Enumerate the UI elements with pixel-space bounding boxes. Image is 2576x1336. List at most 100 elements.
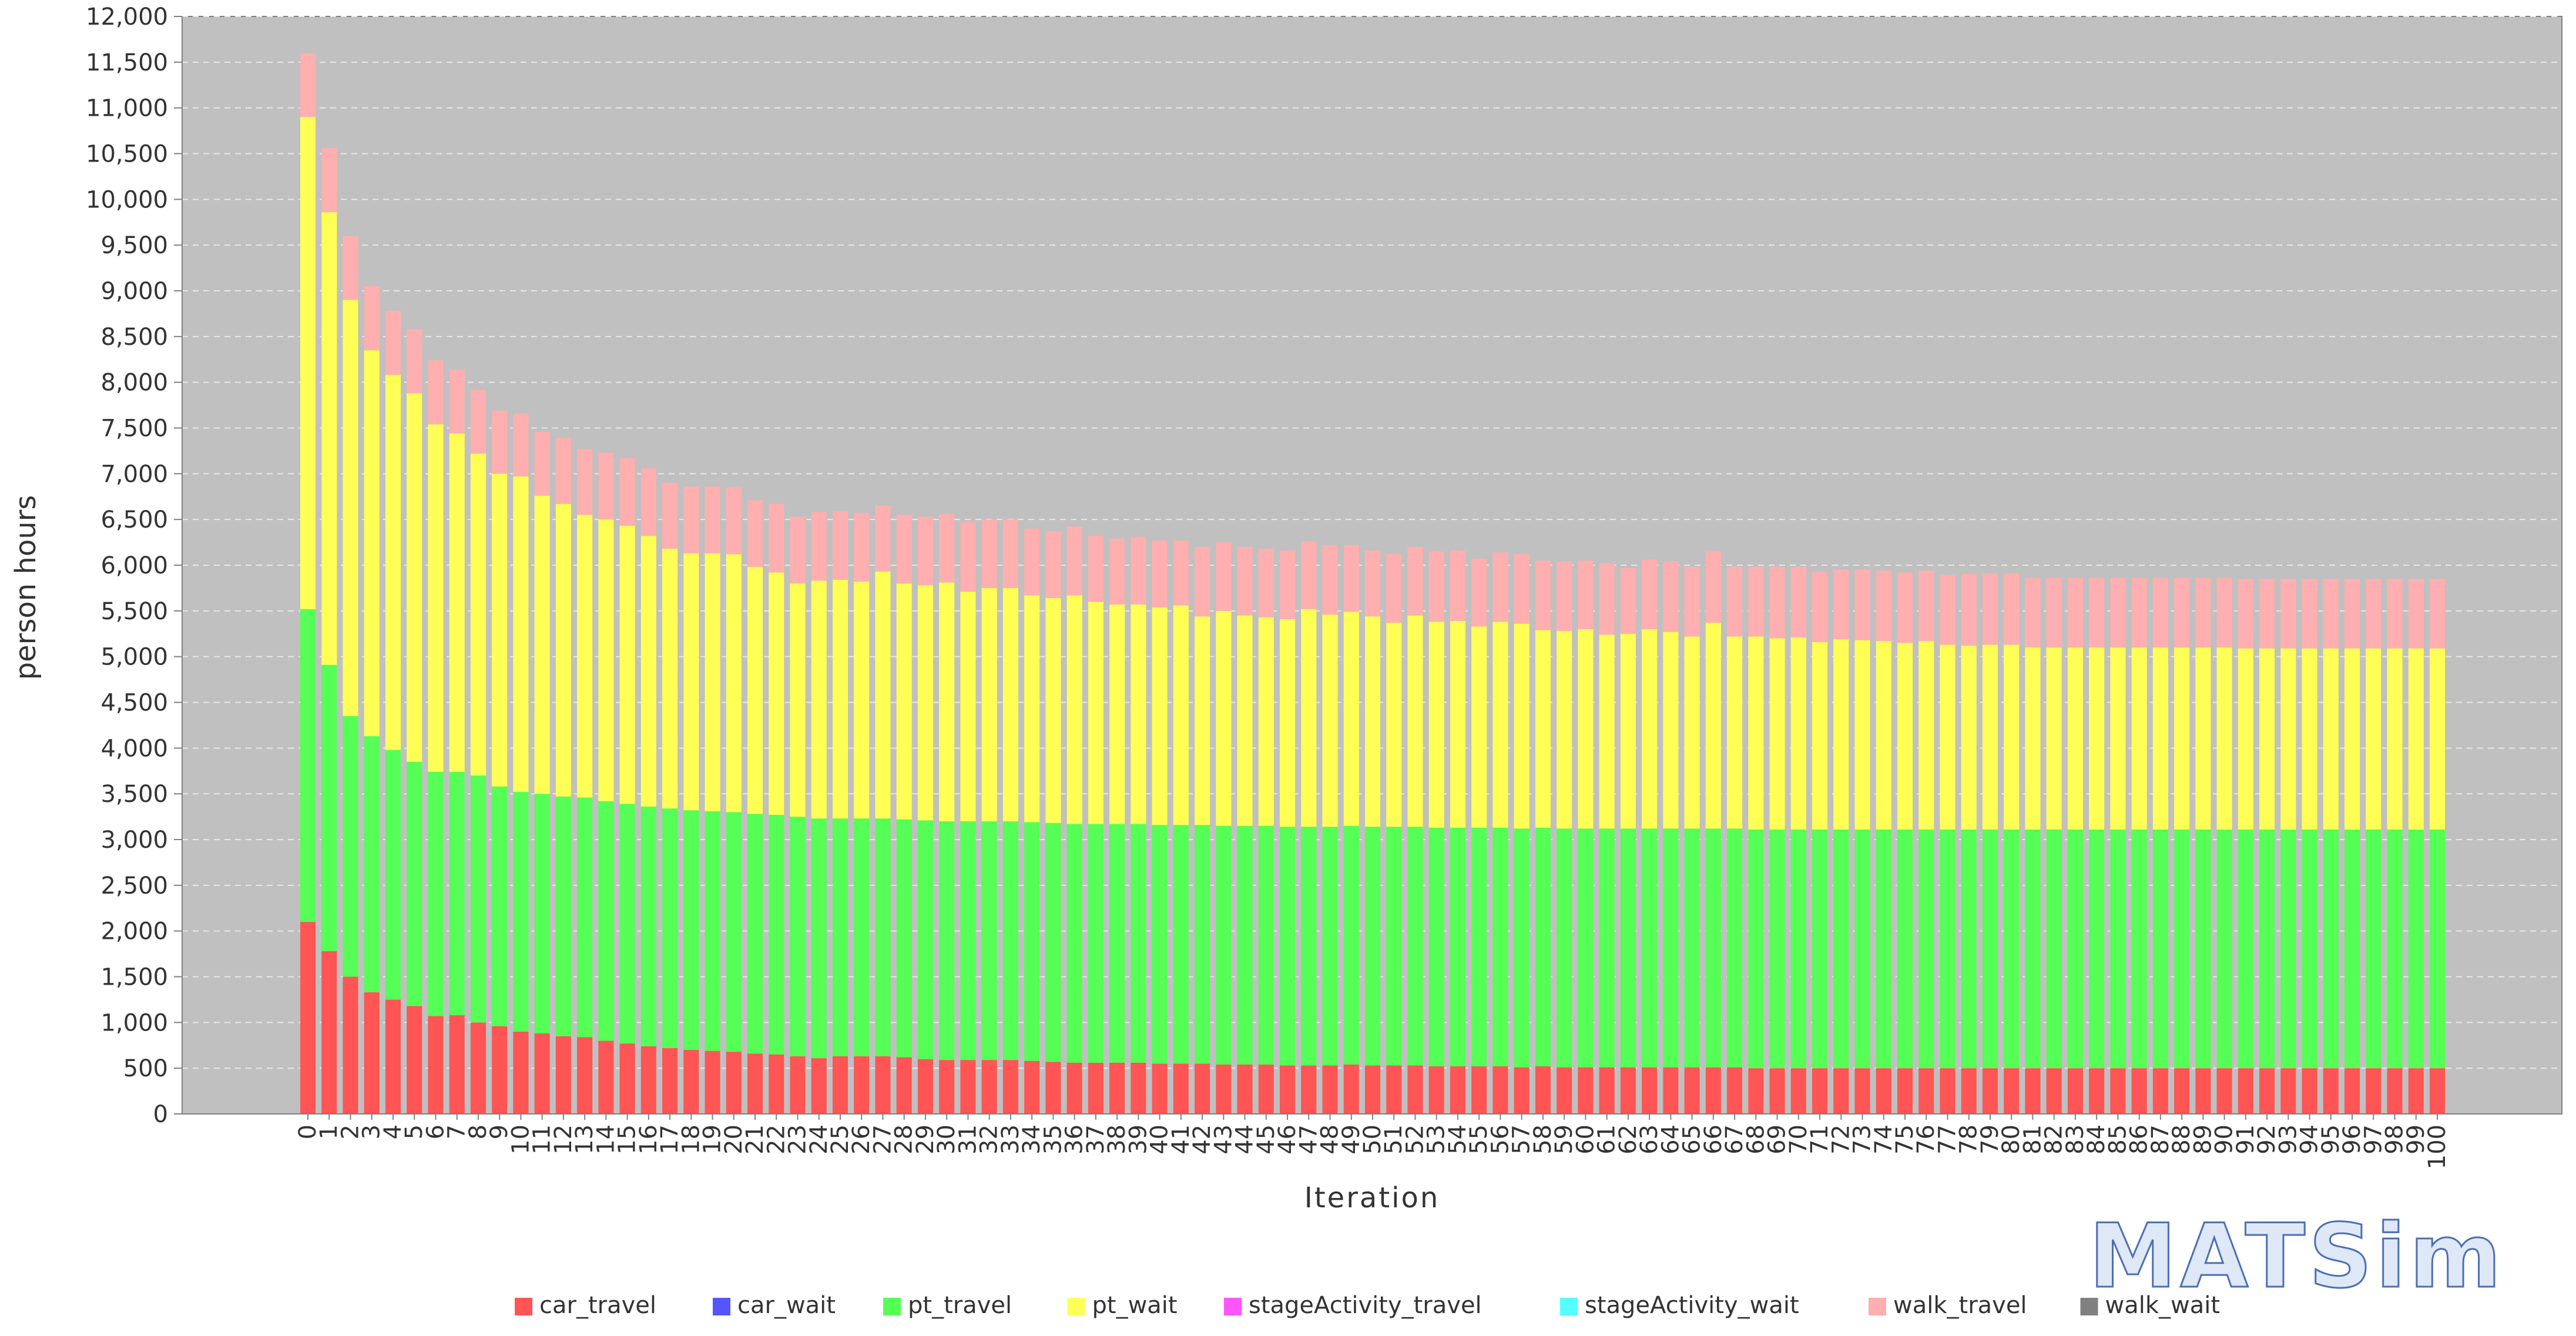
bar-segment-walk_travel xyxy=(1322,545,1338,615)
bar-segment-pt_travel xyxy=(1557,828,1572,1068)
bar-segment-car_travel xyxy=(1578,1067,1594,1114)
bar-segment-walk_travel xyxy=(790,516,806,584)
bar-segment-car_travel xyxy=(1066,1062,1082,1114)
bar-segment-walk_travel xyxy=(1428,551,1444,622)
y-tick-label: 5,500 xyxy=(100,598,168,625)
x-tick-label: 22 xyxy=(763,1124,790,1154)
bar-segment-car_travel xyxy=(492,1026,508,1114)
bar-segment-car_travel xyxy=(2067,1068,2083,1114)
bar-segment-pt_travel xyxy=(300,609,316,922)
bar-segment-pt_travel xyxy=(428,771,444,1016)
bar-segment-car_travel xyxy=(640,1046,656,1114)
bar-segment-pt_wait xyxy=(2429,648,2446,830)
bar-segment-car_travel xyxy=(449,1015,465,1114)
legend-swatch xyxy=(883,1298,901,1315)
bar-segment-walk_travel xyxy=(534,431,550,496)
bar-segment-walk_travel xyxy=(1195,546,1210,617)
x-tick-label: 98 xyxy=(2382,1124,2409,1154)
bar-segment-car_travel xyxy=(1386,1065,1402,1114)
bar-segment-car_travel xyxy=(2323,1068,2339,1114)
bar-segment-car_travel xyxy=(2408,1068,2424,1114)
x-tick-label: 89 xyxy=(2189,1124,2216,1154)
bar-segment-walk_travel xyxy=(1024,528,1040,596)
x-tick-label: 47 xyxy=(1295,1124,1322,1154)
bar-segment-pt_wait xyxy=(1173,605,1189,825)
bar-segment-walk_travel xyxy=(1407,546,1423,616)
bar-segment-pt_travel xyxy=(1833,829,1849,1069)
bar-segment-car_travel xyxy=(2195,1068,2211,1114)
bar-segment-pt_travel xyxy=(2216,829,2232,1069)
bar-segment-pt_travel xyxy=(1620,828,1636,1068)
bar-segment-car_travel xyxy=(321,951,337,1114)
bar-segment-pt_wait xyxy=(1152,607,1168,825)
bar-segment-car_travel xyxy=(1407,1065,1423,1114)
y-tick-label: 4,000 xyxy=(100,735,168,762)
bar-segment-car_travel xyxy=(2387,1068,2403,1114)
x-tick-label: 46 xyxy=(1274,1124,1301,1154)
bar-segment-car_travel xyxy=(1833,1068,1849,1114)
bar-segment-car_travel xyxy=(1918,1068,1934,1114)
bar-segment-car_travel xyxy=(2216,1068,2232,1114)
x-tick-label: 2 xyxy=(337,1124,364,1139)
bar-segment-car_travel xyxy=(1322,1065,1338,1114)
bar-segment-car_travel xyxy=(1748,1068,1764,1114)
bar-segment-walk_travel xyxy=(1940,575,1956,645)
bar-segment-pt_wait xyxy=(1002,588,1018,821)
bar-segment-pt_travel xyxy=(2110,829,2126,1069)
bar-segment-pt_wait xyxy=(1322,615,1338,827)
bar-segment-pt_wait xyxy=(1748,636,1764,830)
bar-segment-pt_travel xyxy=(364,736,380,992)
x-tick-label: 51 xyxy=(1380,1124,1407,1154)
bar-segment-pt_travel xyxy=(705,811,720,1051)
bar-segment-walk_travel xyxy=(1769,567,1785,639)
bar-segment-car_travel xyxy=(385,999,401,1114)
bar-segment-pt_wait xyxy=(1386,623,1402,827)
bar-segment-pt_wait xyxy=(1705,623,1721,829)
bar-segment-car_travel xyxy=(1450,1066,1466,1114)
bar-segment-pt_travel xyxy=(1492,827,1508,1067)
bar-segment-pt_wait xyxy=(1918,641,1934,830)
bar-segment-walk_travel xyxy=(2004,573,2020,645)
bar-segment-pt_travel xyxy=(1364,827,1381,1066)
bar-segment-car_travel xyxy=(1940,1068,1956,1114)
bar-segment-pt_travel xyxy=(449,771,465,1015)
bar-segment-pt_travel xyxy=(2366,829,2382,1069)
bar-segment-pt_wait xyxy=(1620,633,1636,829)
bar-segment-walk_travel xyxy=(875,505,891,572)
bar-segment-car_travel xyxy=(1002,1060,1018,1114)
bar-segment-pt_wait xyxy=(1471,626,1487,828)
x-tick-label: 56 xyxy=(1487,1124,1514,1154)
bar-segment-pt_wait xyxy=(343,300,358,716)
bar-segment-walk_travel xyxy=(896,515,912,584)
bar-segment-walk_travel xyxy=(811,512,827,581)
bar-segment-car_travel xyxy=(2174,1068,2190,1114)
bar-segment-pt_wait xyxy=(321,212,337,665)
x-tick-label: 80 xyxy=(1998,1124,2025,1154)
bar-segment-pt_travel xyxy=(1790,829,1806,1069)
bar-segment-pt_travel xyxy=(1727,828,1743,1068)
bar-segment-car_travel xyxy=(2302,1068,2317,1114)
y-tick-label: 1,500 xyxy=(100,964,168,991)
bar-segment-car_travel xyxy=(2110,1068,2126,1114)
y-tick-label: 9,500 xyxy=(100,232,168,259)
bar-segment-pt_travel xyxy=(2387,829,2403,1069)
x-tick-label: 61 xyxy=(1594,1124,1621,1154)
x-tick-label: 39 xyxy=(1125,1124,1152,1154)
bar-segment-walk_travel xyxy=(1450,550,1466,621)
bar-segment-pt_travel xyxy=(1407,827,1423,1066)
bar-segment-pt_wait xyxy=(1364,616,1381,827)
bar-segment-walk_travel xyxy=(407,329,422,394)
bar-segment-walk_travel xyxy=(1812,571,1828,642)
x-tick-label: 99 xyxy=(2403,1124,2430,1154)
bar-segment-walk_travel xyxy=(2195,578,2211,648)
bar-segment-pt_wait xyxy=(1492,622,1508,828)
x-tick-label: 36 xyxy=(1061,1124,1088,1154)
bar-segment-pt_wait xyxy=(1876,641,1891,830)
x-tick-label: 75 xyxy=(1891,1124,1918,1154)
bar-segment-pt_travel xyxy=(470,776,486,1023)
bar-segment-walk_travel xyxy=(1386,554,1402,623)
bar-segment-walk_travel xyxy=(1535,560,1551,630)
bars xyxy=(300,53,2446,1114)
y-tick-label: 12,000 xyxy=(86,4,168,31)
bar-segment-pt_travel xyxy=(1386,827,1402,1066)
